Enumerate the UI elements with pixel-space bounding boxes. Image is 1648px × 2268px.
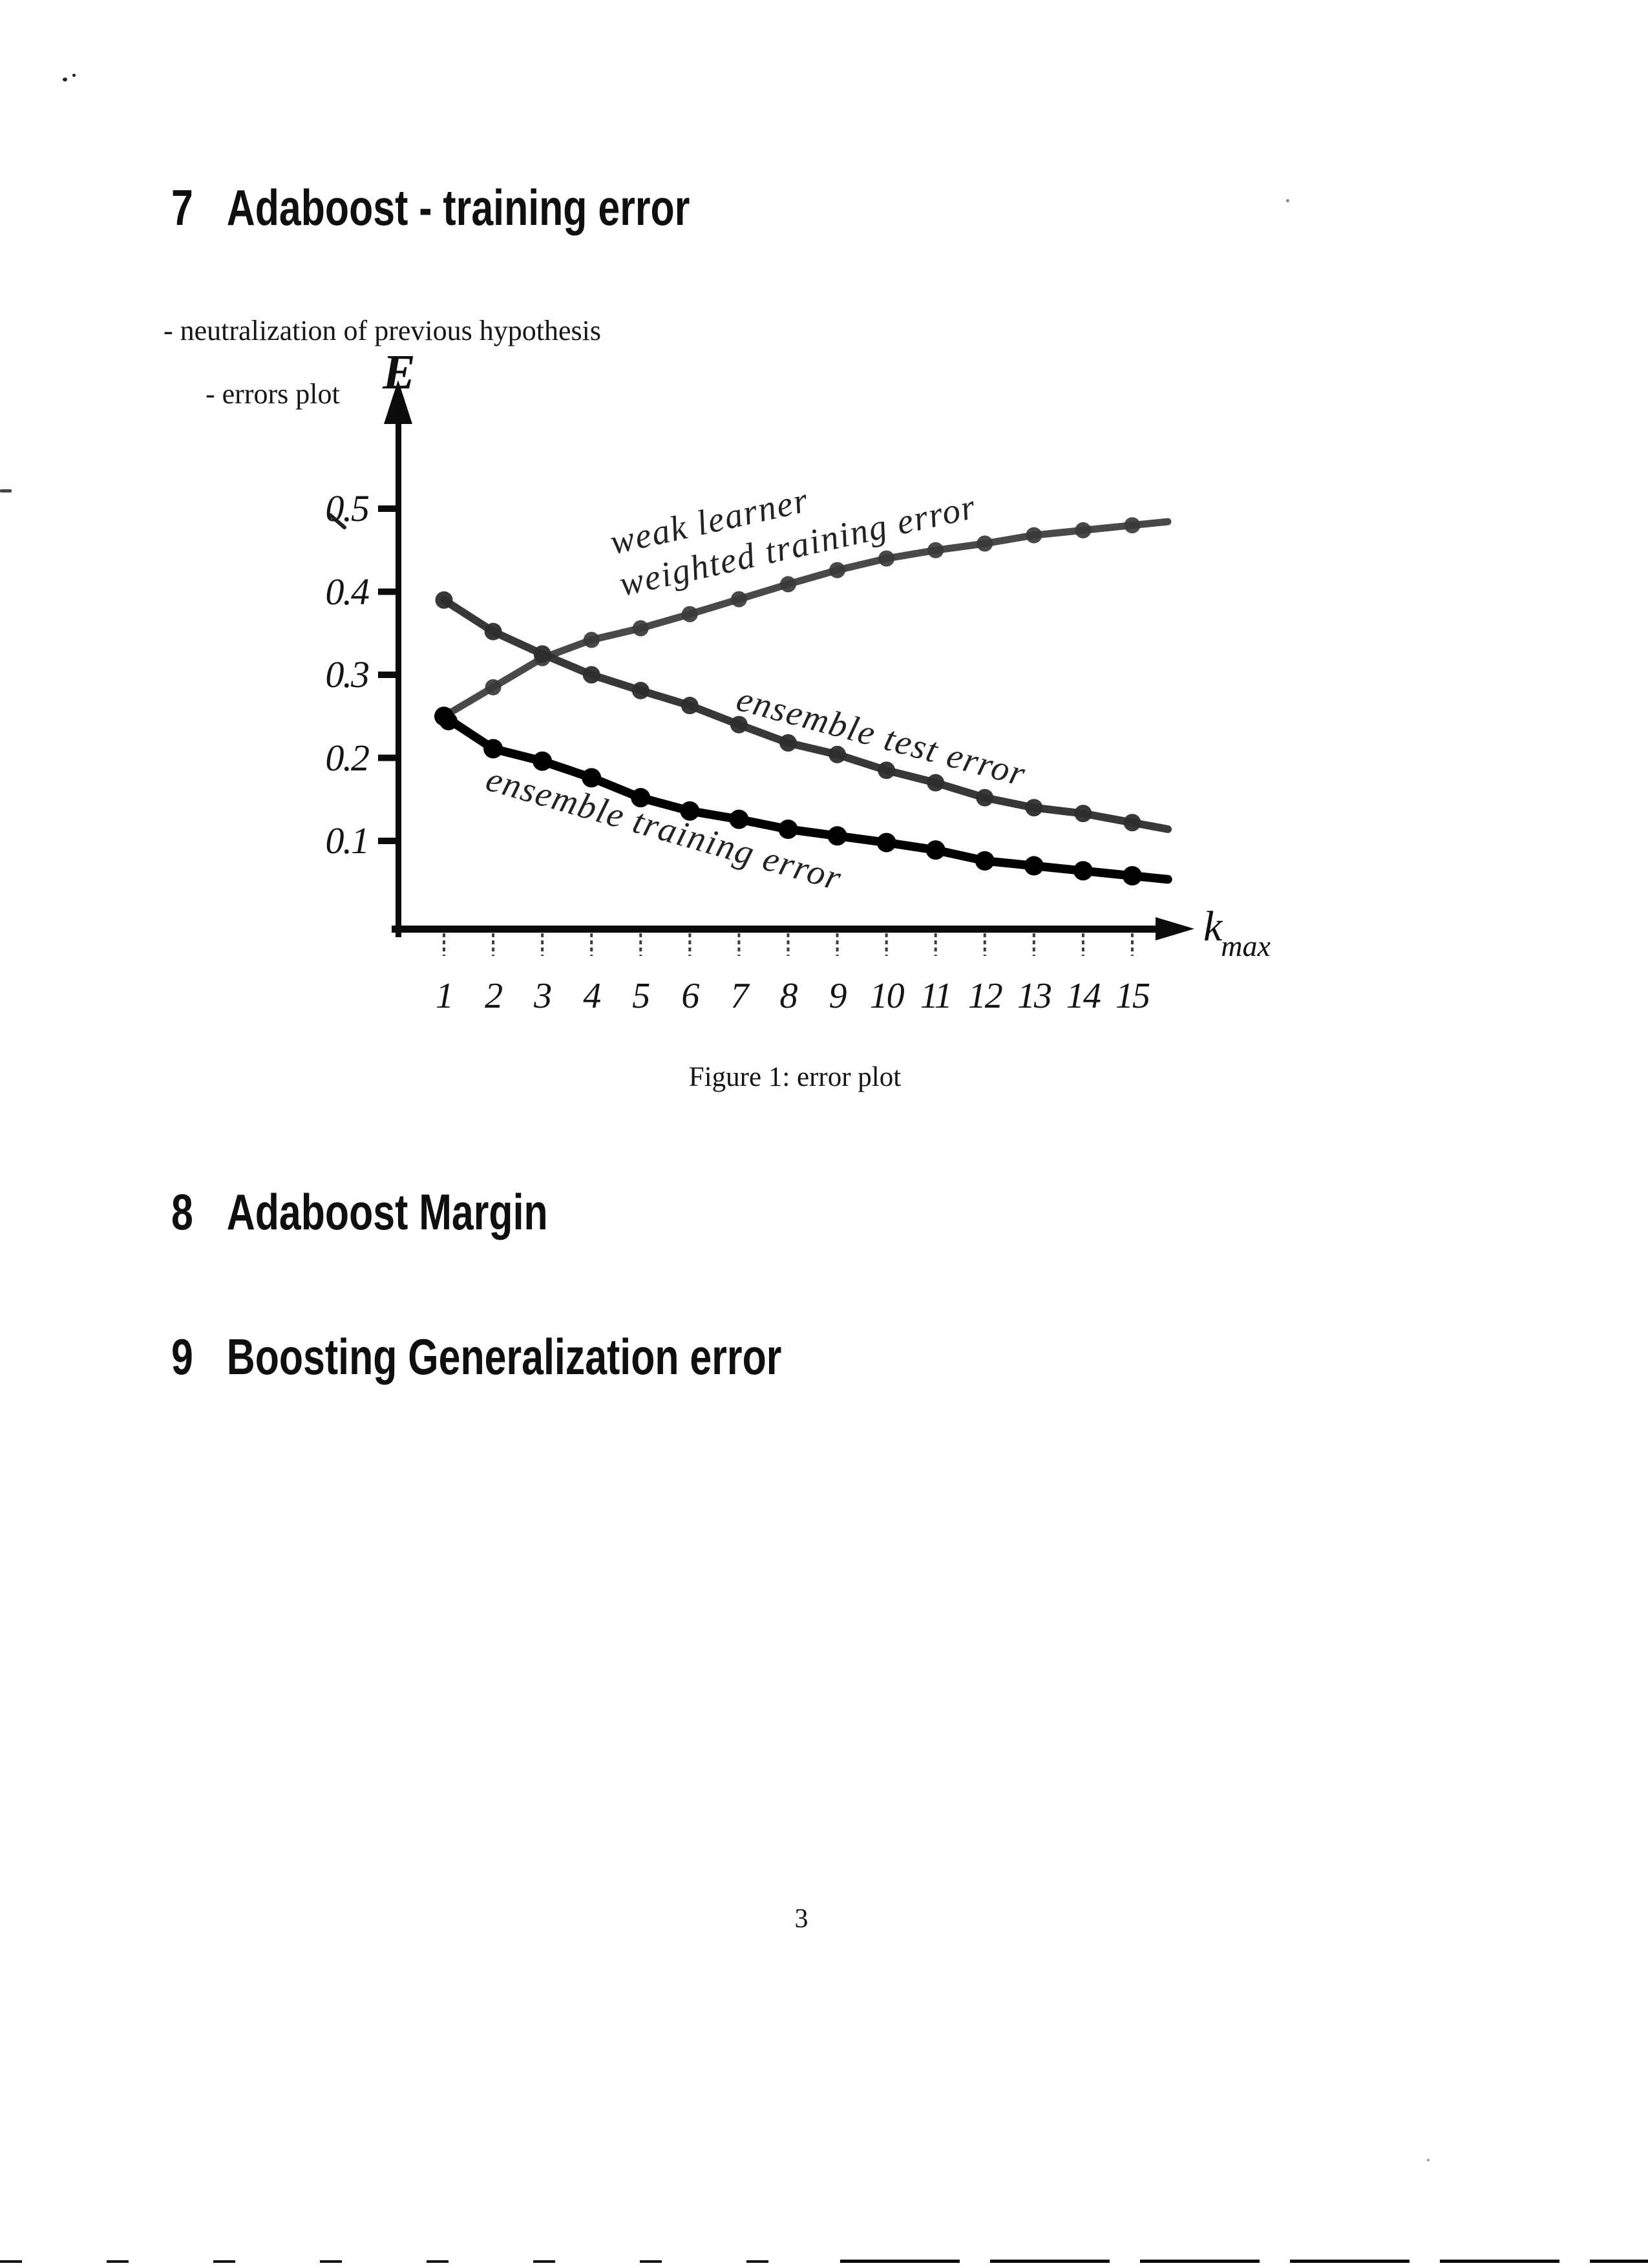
point-ensemble-test-error-k1 — [435, 591, 453, 609]
y-tick — [378, 588, 401, 595]
point-weak-learner-weighted-training-error-k4 — [583, 631, 600, 648]
point-weak-learner-weighted-training-error-k11 — [927, 542, 944, 558]
point-ensemble-training-error-k1 — [434, 706, 454, 726]
point-ensemble-test-error-k11 — [927, 774, 945, 792]
point-ensemble-test-error-k8 — [779, 734, 797, 752]
point-ensemble-training-error-k8 — [778, 820, 798, 840]
section-7-title: Adaboost - training error — [226, 179, 690, 236]
x-tick-label-10: 10 — [869, 976, 905, 1016]
point-ensemble-training-error-k3 — [533, 751, 553, 771]
x-tick-label-1: 1 — [436, 976, 454, 1016]
point-ensemble-test-error-k6 — [681, 697, 699, 715]
point-weak-learner-weighted-training-error-k13 — [1026, 527, 1042, 544]
point-weak-learner-weighted-training-error-k8 — [779, 576, 796, 593]
point-ensemble-training-error-k13 — [1024, 856, 1044, 876]
point-ensemble-test-error-k10 — [878, 761, 896, 779]
scan-speck — [0, 489, 12, 493]
point-ensemble-test-error-k13 — [1025, 799, 1043, 817]
point-ensemble-training-error-k9 — [827, 826, 847, 846]
point-ensemble-test-error-k5 — [631, 681, 650, 699]
point-weak-learner-weighted-training-error-k1 — [436, 708, 452, 725]
x-axis-arrowhead — [1156, 917, 1194, 940]
x-tick-label-3: 3 — [534, 976, 552, 1016]
point-ensemble-training-error-k11 — [925, 840, 945, 860]
scan-speck — [72, 74, 76, 77]
point-weak-learner-weighted-training-error-k9 — [829, 562, 846, 578]
label-ensemble-training-error: ensemble training error — [481, 758, 847, 898]
x-tick-label-14: 14 — [1066, 976, 1101, 1016]
section-8-heading: 8 Adaboost Margin — [171, 1187, 548, 1237]
point-ensemble-training-error-k1-blob — [439, 712, 458, 730]
note-line-1: - neutralization of previous hypothesis — [164, 315, 601, 346]
point-ensemble-training-error-k10 — [876, 832, 896, 853]
point-ensemble-training-error-k12 — [975, 851, 995, 871]
point-weak-learner-weighted-training-error-k14 — [1075, 522, 1092, 538]
section-8-number: 8 — [171, 1183, 193, 1240]
page-number: 3 — [794, 1904, 808, 1934]
x-axis-label-kmax: kmax — [1203, 902, 1272, 962]
y-tick — [378, 838, 401, 844]
label-ensemble-test-error: ensemble test error — [732, 678, 1031, 794]
x-tick-label-2: 2 — [485, 976, 503, 1016]
section-9-number: 9 — [171, 1328, 193, 1385]
figure-error-plot: E kmax 0.5 0.4 0.3 0.2 0.1 1 2 3 4 5 6 7 8 9 10 11 12 13… — [325, 345, 1272, 1092]
point-ensemble-test-error-k12 — [976, 789, 994, 807]
point-weak-learner-weighted-training-error-k15 — [1124, 517, 1141, 534]
point-ensemble-test-error-k14 — [1074, 805, 1092, 823]
scan-artifact-dashed-line-left — [0, 2260, 840, 2263]
point-ensemble-training-error-k15 — [1122, 865, 1142, 885]
x-tick-label-8: 8 — [779, 976, 798, 1016]
y-axis-label-E: E — [383, 345, 416, 399]
point-ensemble-test-error-k3 — [533, 645, 551, 663]
section-8-title: Adaboost Margin — [226, 1183, 548, 1240]
x-tick-label-7: 7 — [730, 976, 748, 1016]
point-ensemble-training-error-k2 — [483, 739, 503, 759]
point-ensemble-test-error-k4 — [582, 666, 600, 684]
x-tick-label-11: 11 — [920, 976, 953, 1016]
section-9-title: Boosting Generalization error — [226, 1328, 782, 1385]
y-axis-line — [396, 414, 401, 937]
scan-speck — [1427, 2159, 1430, 2161]
y-tick-label-0.4: 0.4 — [325, 570, 370, 613]
section-9-heading: 9 Boosting Generalization error — [171, 1331, 781, 1382]
point-ensemble-test-error-k15 — [1123, 814, 1141, 832]
point-ensemble-test-error-k2 — [484, 622, 502, 641]
y-tick-label-0.2: 0.2 — [325, 736, 370, 779]
y-tick — [378, 754, 401, 761]
section-7-heading: 7 Adaboost - training error — [171, 182, 690, 233]
x-axis-line — [392, 926, 1161, 933]
point-weak-learner-weighted-training-error-k6 — [681, 606, 698, 622]
point-weak-learner-weighted-training-error-k3 — [534, 650, 551, 666]
y-tick — [378, 505, 401, 512]
x-tick-label-13: 13 — [1017, 976, 1052, 1016]
x-tick-label-4: 4 — [583, 976, 601, 1016]
y-tick-label-0.1: 0.1 — [325, 820, 370, 862]
point-ensemble-training-error-k14 — [1073, 861, 1093, 881]
x-tick-label-12: 12 — [967, 976, 1003, 1016]
point-weak-learner-weighted-training-error-k7 — [730, 591, 747, 608]
scan-artifact-dashed-line-right — [840, 2260, 1648, 2263]
point-weak-learner-weighted-training-error-k10 — [878, 550, 895, 567]
y-tick — [378, 672, 401, 678]
label-weak-learner-weighted-training-error: weak learner weighted training error — [606, 443, 980, 606]
x-tick-label-6: 6 — [681, 976, 699, 1016]
scan-speck — [1286, 199, 1289, 202]
point-weak-learner-weighted-training-error-k2 — [485, 679, 502, 695]
x-tick-label-15: 15 — [1115, 976, 1150, 1016]
x-tick-label-9: 9 — [829, 976, 847, 1016]
figure-caption: Figure 1: error plot — [688, 1062, 902, 1092]
point-weak-learner-weighted-training-error-k5 — [632, 620, 649, 637]
x-tick-label-5: 5 — [632, 976, 650, 1016]
x-axis-label-k: k — [1203, 903, 1223, 950]
section-7-number: 7 — [171, 179, 193, 236]
scan-speck — [63, 78, 67, 81]
point-weak-learner-weighted-training-error-k12 — [977, 535, 993, 552]
x-axis-label-max-subscript: max — [1221, 929, 1271, 962]
y-tick-label-0.3: 0.3 — [325, 653, 370, 695]
note-line-2: - errors plot — [206, 378, 340, 410]
y-tick-label-0.5: 0.5 — [325, 487, 370, 529]
